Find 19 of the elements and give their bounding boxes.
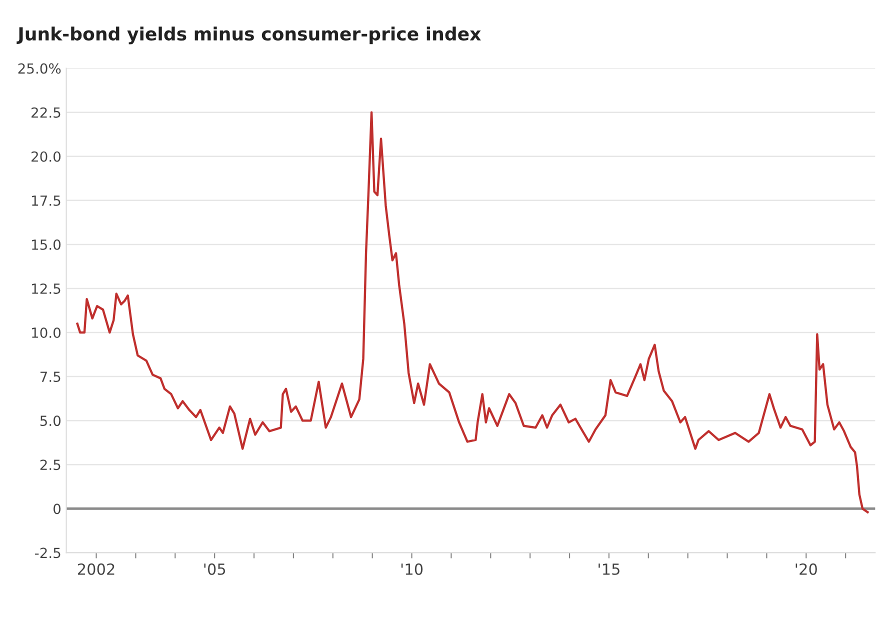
y-tick-label: 5.0 xyxy=(40,416,61,426)
y-tick-label: 0 xyxy=(54,504,61,514)
x-tick-label: '15 xyxy=(598,564,620,575)
line-series xyxy=(76,111,869,514)
y-tick-label: -2.5 xyxy=(35,548,60,558)
y-tick-label: 10.0 xyxy=(32,327,61,338)
y-tick-label: 15.0 xyxy=(32,239,61,250)
y-tick-label: 12.5 xyxy=(32,283,60,294)
y-tick-label: 2.5 xyxy=(40,460,60,470)
x-tick-label: '10 xyxy=(401,563,423,575)
x-tick-label: '20 xyxy=(796,563,817,575)
x-tick-label: 2002 xyxy=(78,563,114,575)
chart-title: Junk-bond yields minus consumer-price index xyxy=(16,26,481,44)
x-tick-label: '05 xyxy=(204,563,226,575)
y-tick-label: 20.0 xyxy=(32,151,61,162)
y-tick-label: 7.5 xyxy=(40,372,60,382)
y-tick-label: 22.5 xyxy=(32,107,60,118)
y-tick-label: 17.5 xyxy=(32,196,60,206)
y-tick-label: 25.0% xyxy=(18,63,61,74)
